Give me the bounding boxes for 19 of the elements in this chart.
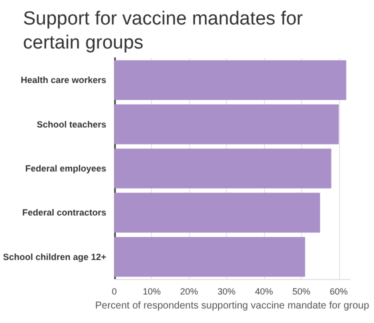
- x-tick-label: 50%: [292, 286, 310, 296]
- x-tick-label: 60%: [330, 286, 348, 296]
- bar: [114, 237, 306, 277]
- y-tick-label: Health care workers: [20, 75, 106, 86]
- x-tick-label: 0: [112, 286, 117, 296]
- chart-title: Support for vaccine mandates for certain groups: [23, 8, 308, 54]
- x-tick-label: 40%: [254, 286, 273, 296]
- x-tick-label: 30%: [218, 286, 236, 296]
- bar: [114, 104, 339, 144]
- y-tick-label: Federal employees: [25, 164, 106, 174]
- x-tick-label: 10%: [142, 286, 161, 296]
- y-tick-label: School children age 12+: [2, 252, 106, 262]
- bar: [114, 192, 320, 233]
- x-axis-title: Percent of respondents supporting vaccine mandate for group: [95, 300, 370, 312]
- y-tick-label: School teachers: [36, 119, 106, 130]
- y-tick-label: Federal contractors: [22, 208, 106, 218]
- bar: [114, 148, 332, 188]
- bar: [114, 60, 346, 100]
- x-tick-label: 20%: [180, 286, 198, 296]
